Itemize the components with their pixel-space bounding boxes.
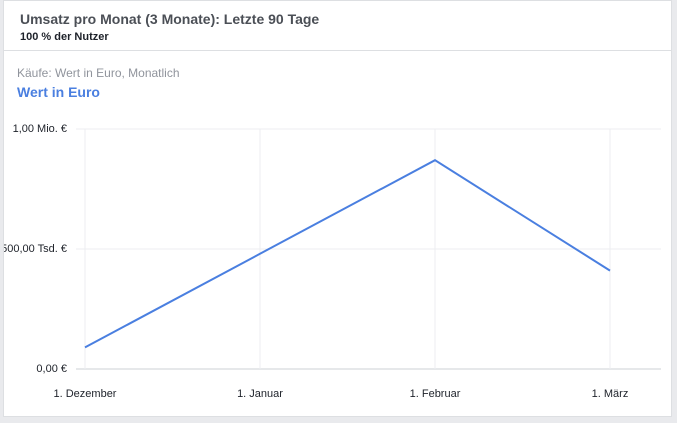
y-tick-label: 0,00 € bbox=[36, 363, 67, 375]
y-tick-label: 1,00 Mio. € bbox=[13, 123, 67, 135]
legend-entry: Wert in Euro bbox=[17, 84, 100, 100]
card: Umsatz pro Monat (3 Monate): Letzte 90 T… bbox=[3, 0, 672, 417]
x-tick-label: 1. März bbox=[592, 388, 629, 400]
x-tick-label: 1. Februar bbox=[410, 388, 461, 400]
y-tick-label: 500,00 Tsd. € bbox=[4, 243, 67, 255]
card-header: Umsatz pro Monat (3 Monate): Letzte 90 T… bbox=[4, 1, 671, 51]
card-title: Umsatz pro Monat (3 Monate): Letzte 90 T… bbox=[20, 11, 320, 27]
x-tick-label: 1. Januar bbox=[237, 388, 283, 400]
chart-title: Käufe: Wert in Euro, Monatlich bbox=[17, 66, 180, 80]
line bbox=[84, 159, 611, 349]
x-tick-label: 1. Dezember bbox=[54, 388, 117, 400]
chart: 0,00 € 500,00 Tsd. € 1,00 Mio. € 1. Dezembe… bbox=[4, 123, 661, 400]
card-subtitle: 100 % der Nutzer bbox=[20, 31, 109, 43]
